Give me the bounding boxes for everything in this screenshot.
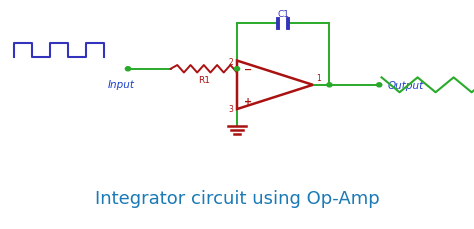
Circle shape bbox=[125, 67, 131, 71]
Text: 3: 3 bbox=[229, 104, 234, 113]
Text: 1: 1 bbox=[316, 74, 321, 82]
Circle shape bbox=[327, 83, 332, 87]
Text: Integrator circuit using Op-Amp: Integrator circuit using Op-Amp bbox=[95, 189, 379, 207]
Text: 2: 2 bbox=[229, 57, 234, 66]
Text: −: − bbox=[244, 65, 252, 74]
Text: Output: Output bbox=[388, 80, 424, 90]
Circle shape bbox=[376, 83, 382, 87]
Text: R1: R1 bbox=[198, 76, 210, 85]
Text: +: + bbox=[244, 96, 252, 106]
Text: Input: Input bbox=[108, 80, 134, 90]
Text: C1: C1 bbox=[277, 10, 289, 19]
Circle shape bbox=[234, 67, 240, 71]
